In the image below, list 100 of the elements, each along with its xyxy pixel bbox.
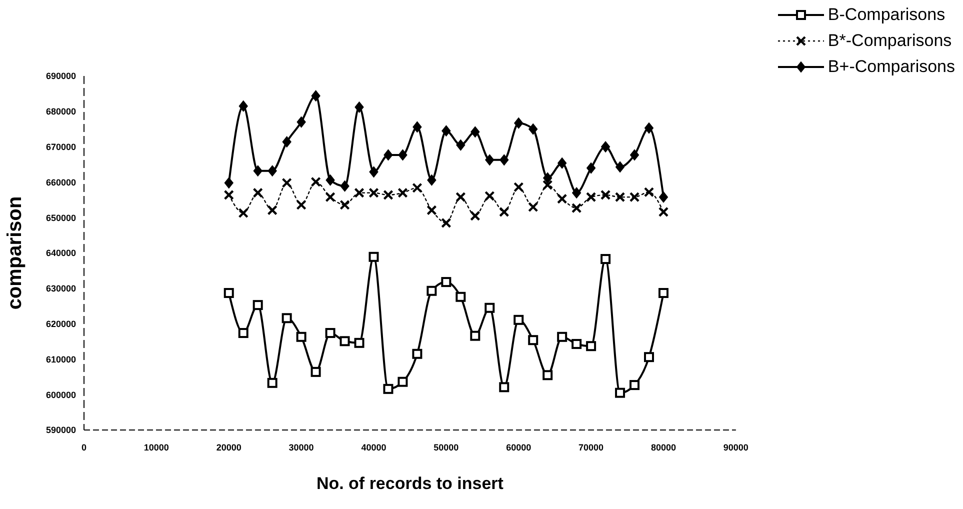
point [615,388,626,398]
point [253,165,262,176]
point [398,188,408,198]
point [354,338,364,348]
point [514,182,524,192]
point [542,180,553,190]
point [658,288,668,298]
point [484,190,495,202]
point [252,300,263,310]
y-tick-label: 610000 [46,354,76,364]
legend-label: B*-Comparisons [828,30,952,52]
x-tick-label: 70000 [578,442,604,452]
point [325,328,336,338]
x-tick-label: 80000 [650,442,676,452]
point [268,165,277,176]
point [267,378,278,388]
point [514,118,524,129]
x-tick-label: 40000 [361,442,386,452]
point [500,154,509,166]
x-tick-label: 90000 [723,442,748,452]
point [442,125,451,136]
point [586,192,596,202]
y-tick-label: 600000 [46,390,76,400]
y-tick-label: 680000 [46,106,76,117]
point [470,210,480,221]
point [252,188,263,198]
y-tick-label: 690000 [46,71,76,82]
point [630,380,640,390]
point [456,292,466,302]
x-tick-label: 0 [81,442,87,452]
point [238,328,248,338]
point [282,178,292,188]
point [586,162,596,174]
point [326,174,335,186]
point [528,124,538,135]
point [296,116,306,128]
point [267,205,278,216]
point [224,288,234,298]
point [369,166,378,178]
point [224,190,234,200]
point [282,313,292,324]
point [571,202,582,214]
point [572,338,582,349]
legend-label: B+-Comparisons [828,56,955,78]
point [586,341,596,352]
point [441,218,452,228]
point [470,330,480,341]
x-tick-label: 50000 [434,442,459,452]
point [630,149,640,160]
point [427,174,436,186]
point [383,190,394,200]
point [412,182,422,193]
point [456,140,466,151]
point [644,187,654,198]
point [296,200,306,210]
point [412,121,422,132]
y-tick-label: 620000 [46,318,76,329]
point [558,158,567,169]
y-tick-label: 630000 [46,284,76,294]
point [499,382,510,392]
point [368,188,379,198]
point [528,202,538,212]
point [238,208,248,218]
point [499,206,510,218]
point [514,314,524,325]
y-tick-label: 640000 [46,248,76,258]
x-axis-title: No. of records to insert [316,474,504,493]
point [557,332,568,342]
x-tick-label: 10000 [144,442,169,452]
point [224,177,234,188]
y-tick-label: 590000 [46,425,76,436]
point [644,122,654,134]
point [311,90,320,102]
point [368,252,379,262]
point [383,384,394,394]
y-tick-label: 650000 [46,212,76,223]
point [484,302,495,313]
point [354,188,364,198]
point [340,336,350,346]
point [398,149,408,160]
y-tick-label: 660000 [46,177,76,188]
point [556,194,568,204]
point [629,192,640,202]
point [470,126,480,138]
point [282,136,292,148]
point [542,370,553,380]
point [600,190,611,200]
point [384,149,393,160]
point [616,161,625,172]
point [601,141,610,152]
y-axis-title: comparison [4,196,26,310]
x-tick-label: 20000 [216,442,242,452]
point [658,192,668,203]
point [441,277,452,288]
point [340,180,350,192]
x-tick-label: 30000 [288,442,314,452]
y-tick-label: 670000 [46,142,76,152]
point [572,187,582,198]
point [528,335,538,346]
point [325,192,336,202]
